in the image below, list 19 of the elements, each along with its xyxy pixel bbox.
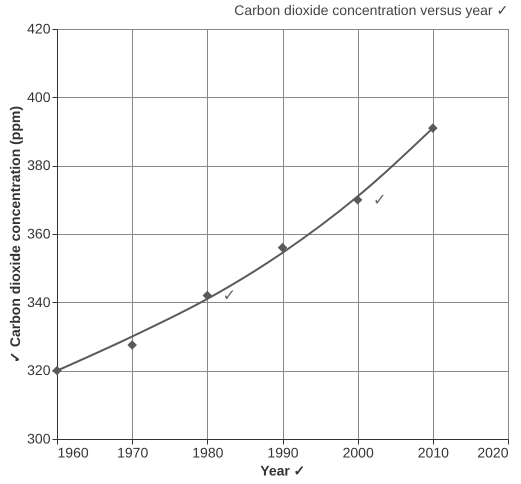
y-tick-label: 420	[27, 20, 51, 36]
x-tick-label: 2000	[342, 444, 374, 460]
y-tick-label: 380	[27, 157, 51, 174]
x-tick-label: 1960	[58, 444, 89, 460]
y-tick-label: 300	[27, 430, 51, 446]
annotation: ✓	[372, 190, 386, 209]
x-tick-label: 1970	[117, 444, 148, 460]
x-tick-label: 1980	[192, 444, 224, 460]
x-tick-label: 1990	[267, 444, 299, 460]
y-tick-label: 340	[27, 294, 51, 310]
y-axis-title: ✓ Carbon dioxide concentration (ppm)	[7, 106, 24, 364]
y-tick-label: 320	[27, 362, 51, 378]
chart-title: Carbon dioxide concentration versus year ✓	[234, 2, 508, 18]
annotation: ✓	[222, 286, 236, 304]
y-tick-label: 360	[27, 226, 51, 242]
x-tick-label: 2010	[418, 444, 450, 460]
x-tick-label: 2020	[477, 444, 509, 460]
x-axis-title: Year ✓	[260, 462, 306, 478]
y-tick-label: 400	[27, 88, 51, 105]
